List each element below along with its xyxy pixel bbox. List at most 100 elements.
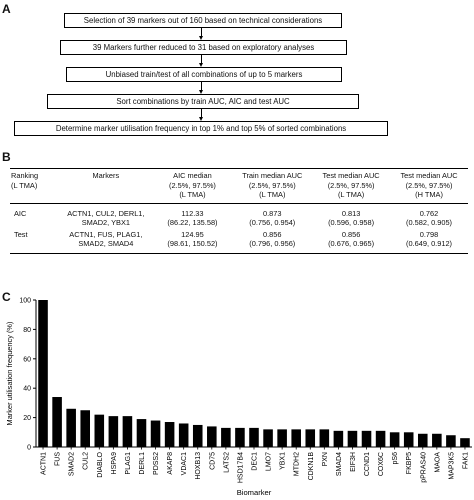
x-tick-label: EIF3H (350, 452, 357, 472)
x-tick-label: PXN (322, 452, 329, 466)
bar-AKAP8 (164, 422, 175, 447)
flow-step-2: 39 Markers further reduced to 31 based o… (60, 40, 347, 55)
x-tick-label: MAOA (434, 452, 441, 473)
x-tick-label: CDKN1B (308, 452, 315, 481)
bar-CDKN1B (305, 429, 316, 447)
flow-step-4: Sort combinations by train AUC, AIC and … (47, 94, 359, 109)
header-markers: Markers (59, 168, 153, 204)
bar-pS6 (389, 432, 400, 447)
x-tick-label: DIABLO (97, 451, 104, 477)
bar-FAK1 (460, 438, 470, 447)
cell-test-auc-l: 0.856 (0.676, 0.965) (312, 228, 391, 254)
y-tick-label: 60 (23, 356, 31, 363)
cell-train-auc: 0.856 (0.796, 0.956) (232, 228, 313, 254)
bar-FUS (52, 397, 62, 447)
bar-MTDH2 (291, 429, 301, 447)
bar-VDAC1 (178, 423, 189, 447)
x-tick-label: ACTN1 (41, 452, 48, 475)
flow-arrow (199, 109, 204, 121)
x-tick-label: SMAD4 (336, 452, 343, 476)
x-tick-label: DERL1 (139, 452, 146, 475)
x-tick-label: HSD17B4 (237, 452, 244, 483)
panel-b-label: B (2, 150, 11, 164)
bar-HOXB13 (192, 424, 203, 447)
bar-HSD17B4 (235, 427, 245, 447)
bar-YBX1 (277, 429, 287, 447)
x-axis-label: Biomarker (237, 488, 272, 497)
x-tick-label: MAP3K5 (448, 452, 455, 480)
y-axis-label: Marker utilisation frequency (%) (5, 322, 14, 426)
header-test-auc-l: Test median AUC (2.5%, 97.5%) (L TMA) (312, 168, 391, 204)
x-tick-label: LATS2 (223, 452, 230, 473)
x-tick-label: CUL2 (83, 452, 90, 470)
x-tick-label: PDSS2 (153, 452, 160, 475)
x-tick-label: PLAG1 (125, 452, 132, 475)
x-tick-label: CD75 (209, 452, 216, 470)
flow-step-5: Determine marker utilisation frequency i… (14, 121, 388, 136)
x-tick-label: FKBP5 (406, 452, 413, 474)
table-row: AIC ACTN1, CUL2, DERL1, SMAD2, YBX1 112.… (10, 203, 468, 229)
x-tick-label: DEC1 (252, 452, 259, 471)
flow-arrow (199, 55, 204, 67)
y-tick-label: 20 (23, 415, 31, 422)
cell-ranking: Test (10, 228, 60, 254)
panel-c-label: C (2, 290, 11, 304)
flow-step-3: Unbiased train/test of all combinations … (66, 67, 342, 82)
bar-CUL2 (80, 410, 91, 447)
header-test-auc-h: Test median AUC (2.5%, 97.5%) (H TMA) (390, 168, 468, 204)
x-tick-label: CCND1 (364, 452, 371, 476)
panel-a-label: A (2, 2, 11, 16)
x-tick-label: pPRAS40 (420, 452, 427, 483)
x-tick-label: HSPA9 (111, 452, 118, 475)
x-tick-label: LMO7 (266, 452, 273, 471)
x-tick-label: COX6C (378, 452, 385, 476)
y-tick-label: 100 (19, 298, 31, 305)
x-tick-label: MTDH2 (294, 452, 301, 476)
cell-test-auc-h: 0.798 (0.649, 0.912) (390, 228, 468, 254)
flow-arrow (199, 82, 204, 94)
x-tick-label: VDAC1 (181, 452, 188, 475)
x-tick-label: FUS (55, 452, 62, 466)
flow-arrow (199, 28, 204, 40)
bar-PLAG1 (122, 416, 133, 447)
flow-step-1: Selection of 39 markers out of 160 based… (64, 13, 342, 28)
bar-DIABLO (94, 414, 105, 447)
results-table: Ranking (L TMA) Markers AIC median (2.5%… (10, 168, 468, 254)
cell-train-auc: 0.873 (0.756, 0.954) (249, 208, 296, 228)
y-tick-label: 0 (27, 445, 31, 452)
utilisation-bar-chart: 0 20 40 60 80 100 Marker utilisation frequency… (5, 298, 472, 497)
bar-CCND1 (361, 430, 372, 447)
bar-SMAD2 (66, 408, 76, 447)
bar-COX6C (375, 430, 386, 447)
x-tick-label: FAK1 (462, 452, 469, 469)
header-aic: AIC median (2.5%, 97.5%) (L TMA) (152, 168, 233, 204)
cell-ranking: AIC (14, 208, 27, 218)
bar-FKBP5 (403, 432, 414, 447)
bar-PDSS2 (150, 420, 161, 447)
bar-EIF3H (347, 430, 358, 447)
x-tick-label: SMAD2 (69, 452, 76, 476)
bar-HSPA9 (108, 416, 119, 447)
header-train-auc: Train median AUC (2.5%, 97.5%) (L TMA) (232, 168, 313, 204)
cell-test-auc-h: 0.762 (0.582, 0.905) (406, 208, 453, 228)
cell-markers: ACTN1, FUS, PLAG1, SMAD2, SMAD4 (59, 228, 153, 254)
bar-MAP3K5 (446, 435, 456, 447)
cell-aic: 124.95 (98.61, 150.52) (152, 228, 233, 254)
bar-CD75 (207, 426, 217, 447)
table-header-row: Ranking (L TMA) Markers AIC median (2.5%… (10, 168, 468, 204)
y-tick-label: 40 (23, 386, 31, 393)
x-tick-label: HOXB13 (195, 452, 202, 480)
bar-ACTN1 (38, 300, 48, 447)
header-ranking: Ranking (L TMA) (10, 168, 60, 204)
bar-DERL1 (136, 419, 147, 447)
bar-SMAD4 (333, 430, 344, 447)
x-tick-label: YBX1 (280, 452, 287, 470)
cell-aic: 112.33 (86.22, 135.58) (167, 208, 218, 228)
bar-PXN (319, 429, 330, 447)
bar-LATS2 (221, 427, 231, 447)
cell-test-auc-l: 0.813 (0.596, 0.958) (328, 208, 375, 228)
bar-DEC1 (249, 427, 259, 447)
y-tick-label: 80 (23, 327, 31, 334)
bar-LMO7 (263, 429, 273, 447)
table-row: Test ACTN1, FUS, PLAG1, SMAD2, SMAD4 124… (10, 228, 468, 254)
